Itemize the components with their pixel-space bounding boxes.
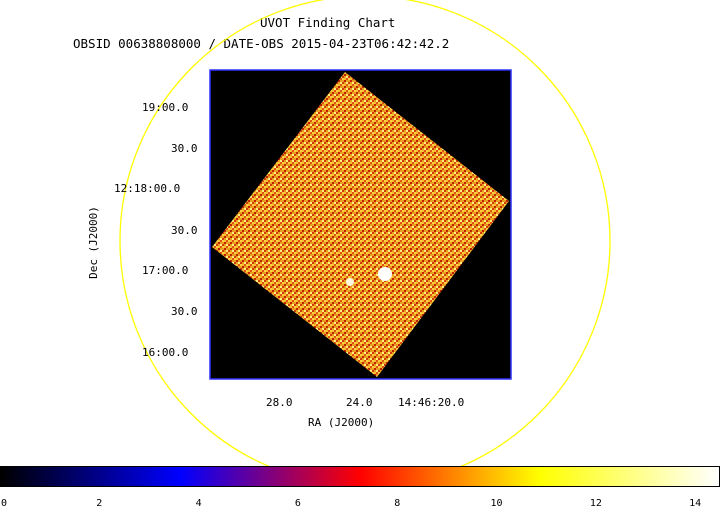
- bright-source: [378, 267, 392, 281]
- colorbar-tick-label: 4: [195, 498, 202, 509]
- dec-tick: 17:00.0: [142, 264, 189, 277]
- dec-tick: 12:18:00.0: [114, 182, 181, 195]
- colorbar-tick-label: 0: [0, 498, 8, 509]
- dec-tick: 30.0: [171, 305, 198, 318]
- y-axis-label: Dec (J2000): [86, 206, 100, 279]
- ra-tick: 28.0: [266, 396, 293, 409]
- ra-tick: 24.0: [346, 396, 373, 409]
- dec-tick: 19:00.0: [142, 101, 189, 114]
- colorbar-tick-label: 6: [294, 498, 301, 509]
- colorbar-tick-label: 14: [689, 498, 702, 509]
- colorbar-tick-label: 12: [589, 498, 602, 509]
- dec-tick: 30.0: [171, 142, 198, 155]
- dec-tick: 30.0: [171, 224, 198, 237]
- colorbar-tick-label: 2: [96, 498, 103, 509]
- chart-title: UVOT Finding Chart: [260, 15, 396, 30]
- colorbar-tick-label: 10: [490, 498, 503, 509]
- chart-subtitle: OBSID 00638808000 / DATE-OBS 2015-04-23T…: [73, 36, 450, 51]
- exposure-footprint: [212, 72, 509, 377]
- x-axis-label: RA (J2000): [308, 416, 375, 429]
- ra-tick: 14:46:20.0: [398, 396, 465, 409]
- colorbar-tick-label: 8: [394, 498, 401, 509]
- secondary-source: [346, 278, 354, 286]
- colorbar: [0, 466, 720, 487]
- dec-tick: 16:00.0: [142, 346, 189, 359]
